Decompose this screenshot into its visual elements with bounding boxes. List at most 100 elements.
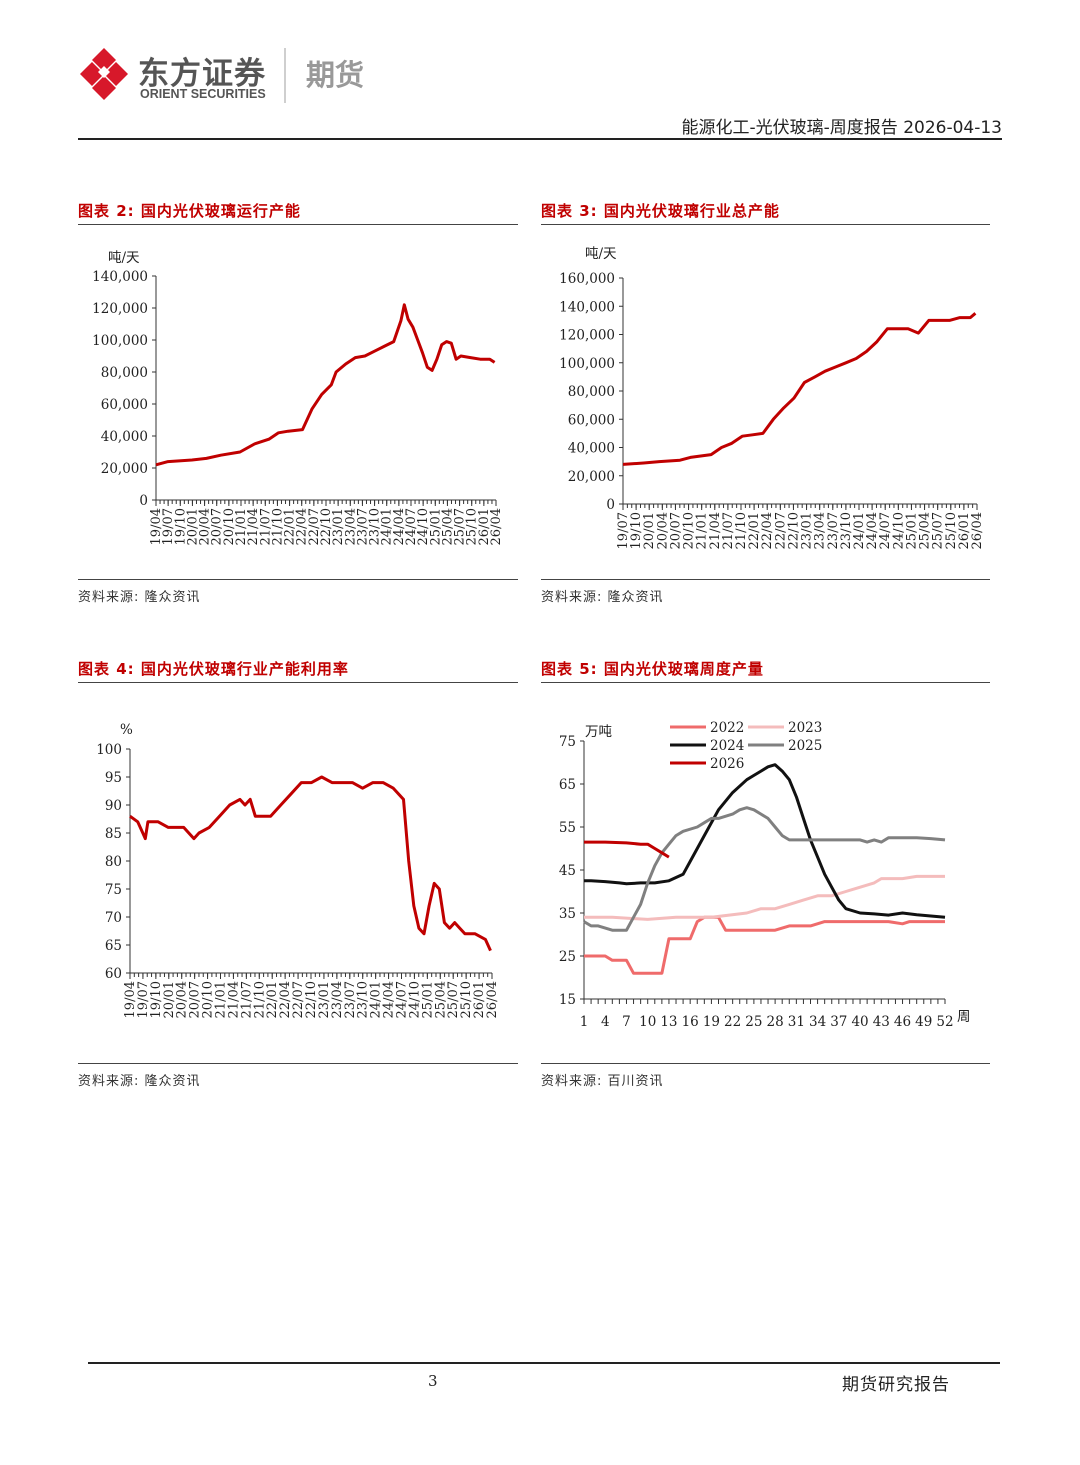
x-tick-label: 23/07	[826, 512, 841, 549]
series-line-2023	[584, 874, 945, 921]
x-tick-label: 22/04	[295, 508, 310, 545]
x-tick-label: 23/10	[356, 981, 371, 1018]
y-tick-label: 70	[105, 910, 122, 926]
figure-top-rule	[78, 224, 518, 225]
figure-title: 图表 5: 国内光伏玻璃周度产量	[541, 660, 764, 678]
brand-logo: 东方证券 ORIENT SECURITIES 期货	[78, 46, 378, 106]
y-tick-label: 60	[105, 966, 122, 982]
series-line-2022	[584, 915, 945, 975]
y-tick-label: 140,000	[559, 299, 615, 315]
y-tick-label: 0	[139, 493, 148, 509]
x-tick-label: 26/01	[477, 508, 492, 545]
x-tick-label: 16	[682, 1014, 699, 1030]
x-tick-label: 25/10	[459, 981, 474, 1018]
x-tick-label: 22/01	[265, 981, 280, 1018]
x-tick-label: 25/01	[428, 508, 443, 545]
x-tick-label: 25/07	[453, 508, 468, 545]
x-tick-label: 20/01	[185, 508, 200, 545]
x-tick-label: 20/04	[655, 512, 670, 549]
x-tick-label: 21/07	[258, 508, 273, 545]
x-tick-label: 22/01	[283, 508, 298, 545]
orient-logo-icon	[80, 48, 128, 100]
x-tick-label: 22/10	[304, 981, 319, 1018]
x-tick-label: 24/01	[852, 512, 867, 549]
x-tick-label: 24/04	[382, 981, 397, 1018]
series-line-运行产能	[155, 303, 496, 467]
x-tick-label: 28	[767, 1014, 784, 1030]
x-tick-label: 22/07	[291, 981, 306, 1018]
y-axis-unit-label: %	[120, 722, 133, 738]
y-tick-label: 60,000	[568, 412, 615, 428]
x-tick-label: 20/10	[201, 981, 216, 1018]
y-tick-label: 25	[559, 949, 576, 965]
x-tick-label: 4	[601, 1014, 610, 1030]
y-tick-label: 140,000	[92, 269, 148, 285]
x-tick-label: 22/04	[278, 981, 293, 1018]
x-tick-label: 24/04	[392, 508, 407, 545]
legend-label-2023: 2023	[788, 720, 822, 736]
y-tick-label: 0	[606, 497, 615, 513]
x-tick-label: 52	[936, 1014, 953, 1030]
x-tick-label: 25/10	[465, 508, 480, 545]
x-tick-label: 21/10	[734, 512, 749, 549]
logo-divider	[284, 48, 286, 103]
figure-bottom-rule	[78, 579, 518, 580]
brand-division: 期货	[306, 58, 365, 92]
x-tick-label: 20/07	[188, 981, 203, 1018]
x-tick-label: 34	[809, 1014, 826, 1030]
x-tick-label: 21/01	[695, 512, 710, 549]
x-tick-label: 20/04	[198, 508, 213, 545]
x-tick-label: 26/04	[485, 981, 500, 1018]
x-tick-label: 23/01	[317, 981, 332, 1018]
x-tick-label: 10	[639, 1014, 656, 1030]
x-tick-label: 24/10	[891, 512, 906, 549]
x-tick-label: 25	[745, 1014, 762, 1030]
page-number: 3	[428, 1372, 438, 1390]
x-tick-label: 19/10	[173, 508, 188, 545]
y-tick-label: 120,000	[92, 301, 148, 317]
y-tick-label: 65	[559, 777, 576, 793]
x-tick-label: 22/01	[747, 512, 762, 549]
x-axis-unit-label: 周	[957, 1009, 971, 1025]
figure-panel-2: 图表 2: 国内光伏玻璃运行产能 0 20,000 40,000 60,000 80,0…	[78, 200, 518, 610]
figure-bottom-rule	[541, 579, 990, 580]
x-tick-label: 20/10	[222, 508, 237, 545]
x-tick-label: 25/01	[904, 512, 919, 549]
series-line-总产能	[622, 312, 977, 466]
footer-label: 期货研究报告	[842, 1375, 950, 1395]
x-tick-label: 20/10	[682, 512, 697, 549]
x-tick-label: 26/01	[957, 512, 972, 549]
y-tick-label: 120,000	[559, 328, 615, 344]
x-tick-label: 24/01	[380, 508, 395, 545]
x-tick-label: 23/10	[839, 512, 854, 549]
x-tick-label: 21/04	[226, 981, 241, 1018]
x-tick-label: 24/10	[407, 981, 422, 1018]
header-rule	[78, 138, 1002, 140]
x-tick-label: 21/04	[246, 508, 261, 545]
figure-source: 资料来源: 隆众资讯	[78, 590, 201, 605]
x-tick-label: 24/07	[395, 981, 410, 1018]
y-axis-unit-label: 万吨	[585, 724, 612, 740]
x-tick-label: 19/07	[136, 981, 151, 1018]
x-tick-label: 24/04	[865, 512, 880, 549]
x-tick-label: 25/07	[446, 981, 461, 1018]
x-tick-label: 21/07	[721, 512, 736, 549]
x-tick-label: 1	[580, 1014, 589, 1030]
y-tick-label: 40,000	[101, 429, 148, 445]
x-tick-label: 26/04	[489, 508, 504, 545]
x-tick-label: 19/10	[629, 512, 644, 549]
x-tick-label: 19/07	[161, 508, 176, 545]
x-tick-label: 21/07	[239, 981, 254, 1018]
y-tick-label: 100	[96, 742, 122, 758]
series-line-2026	[584, 840, 670, 859]
x-tick-label: 40	[851, 1014, 868, 1030]
x-tick-label: 19/10	[149, 981, 164, 1018]
figure-top-rule	[541, 682, 990, 683]
x-tick-label: 26/04	[970, 512, 985, 549]
brand-name-cn: 东方证券	[138, 56, 266, 92]
y-tick-label: 45	[559, 863, 576, 879]
x-tick-label: 23/04	[330, 981, 345, 1018]
x-tick-label: 21/04	[708, 512, 723, 549]
y-tick-label: 65	[105, 938, 122, 954]
x-tick-label: 20/04	[175, 981, 190, 1018]
